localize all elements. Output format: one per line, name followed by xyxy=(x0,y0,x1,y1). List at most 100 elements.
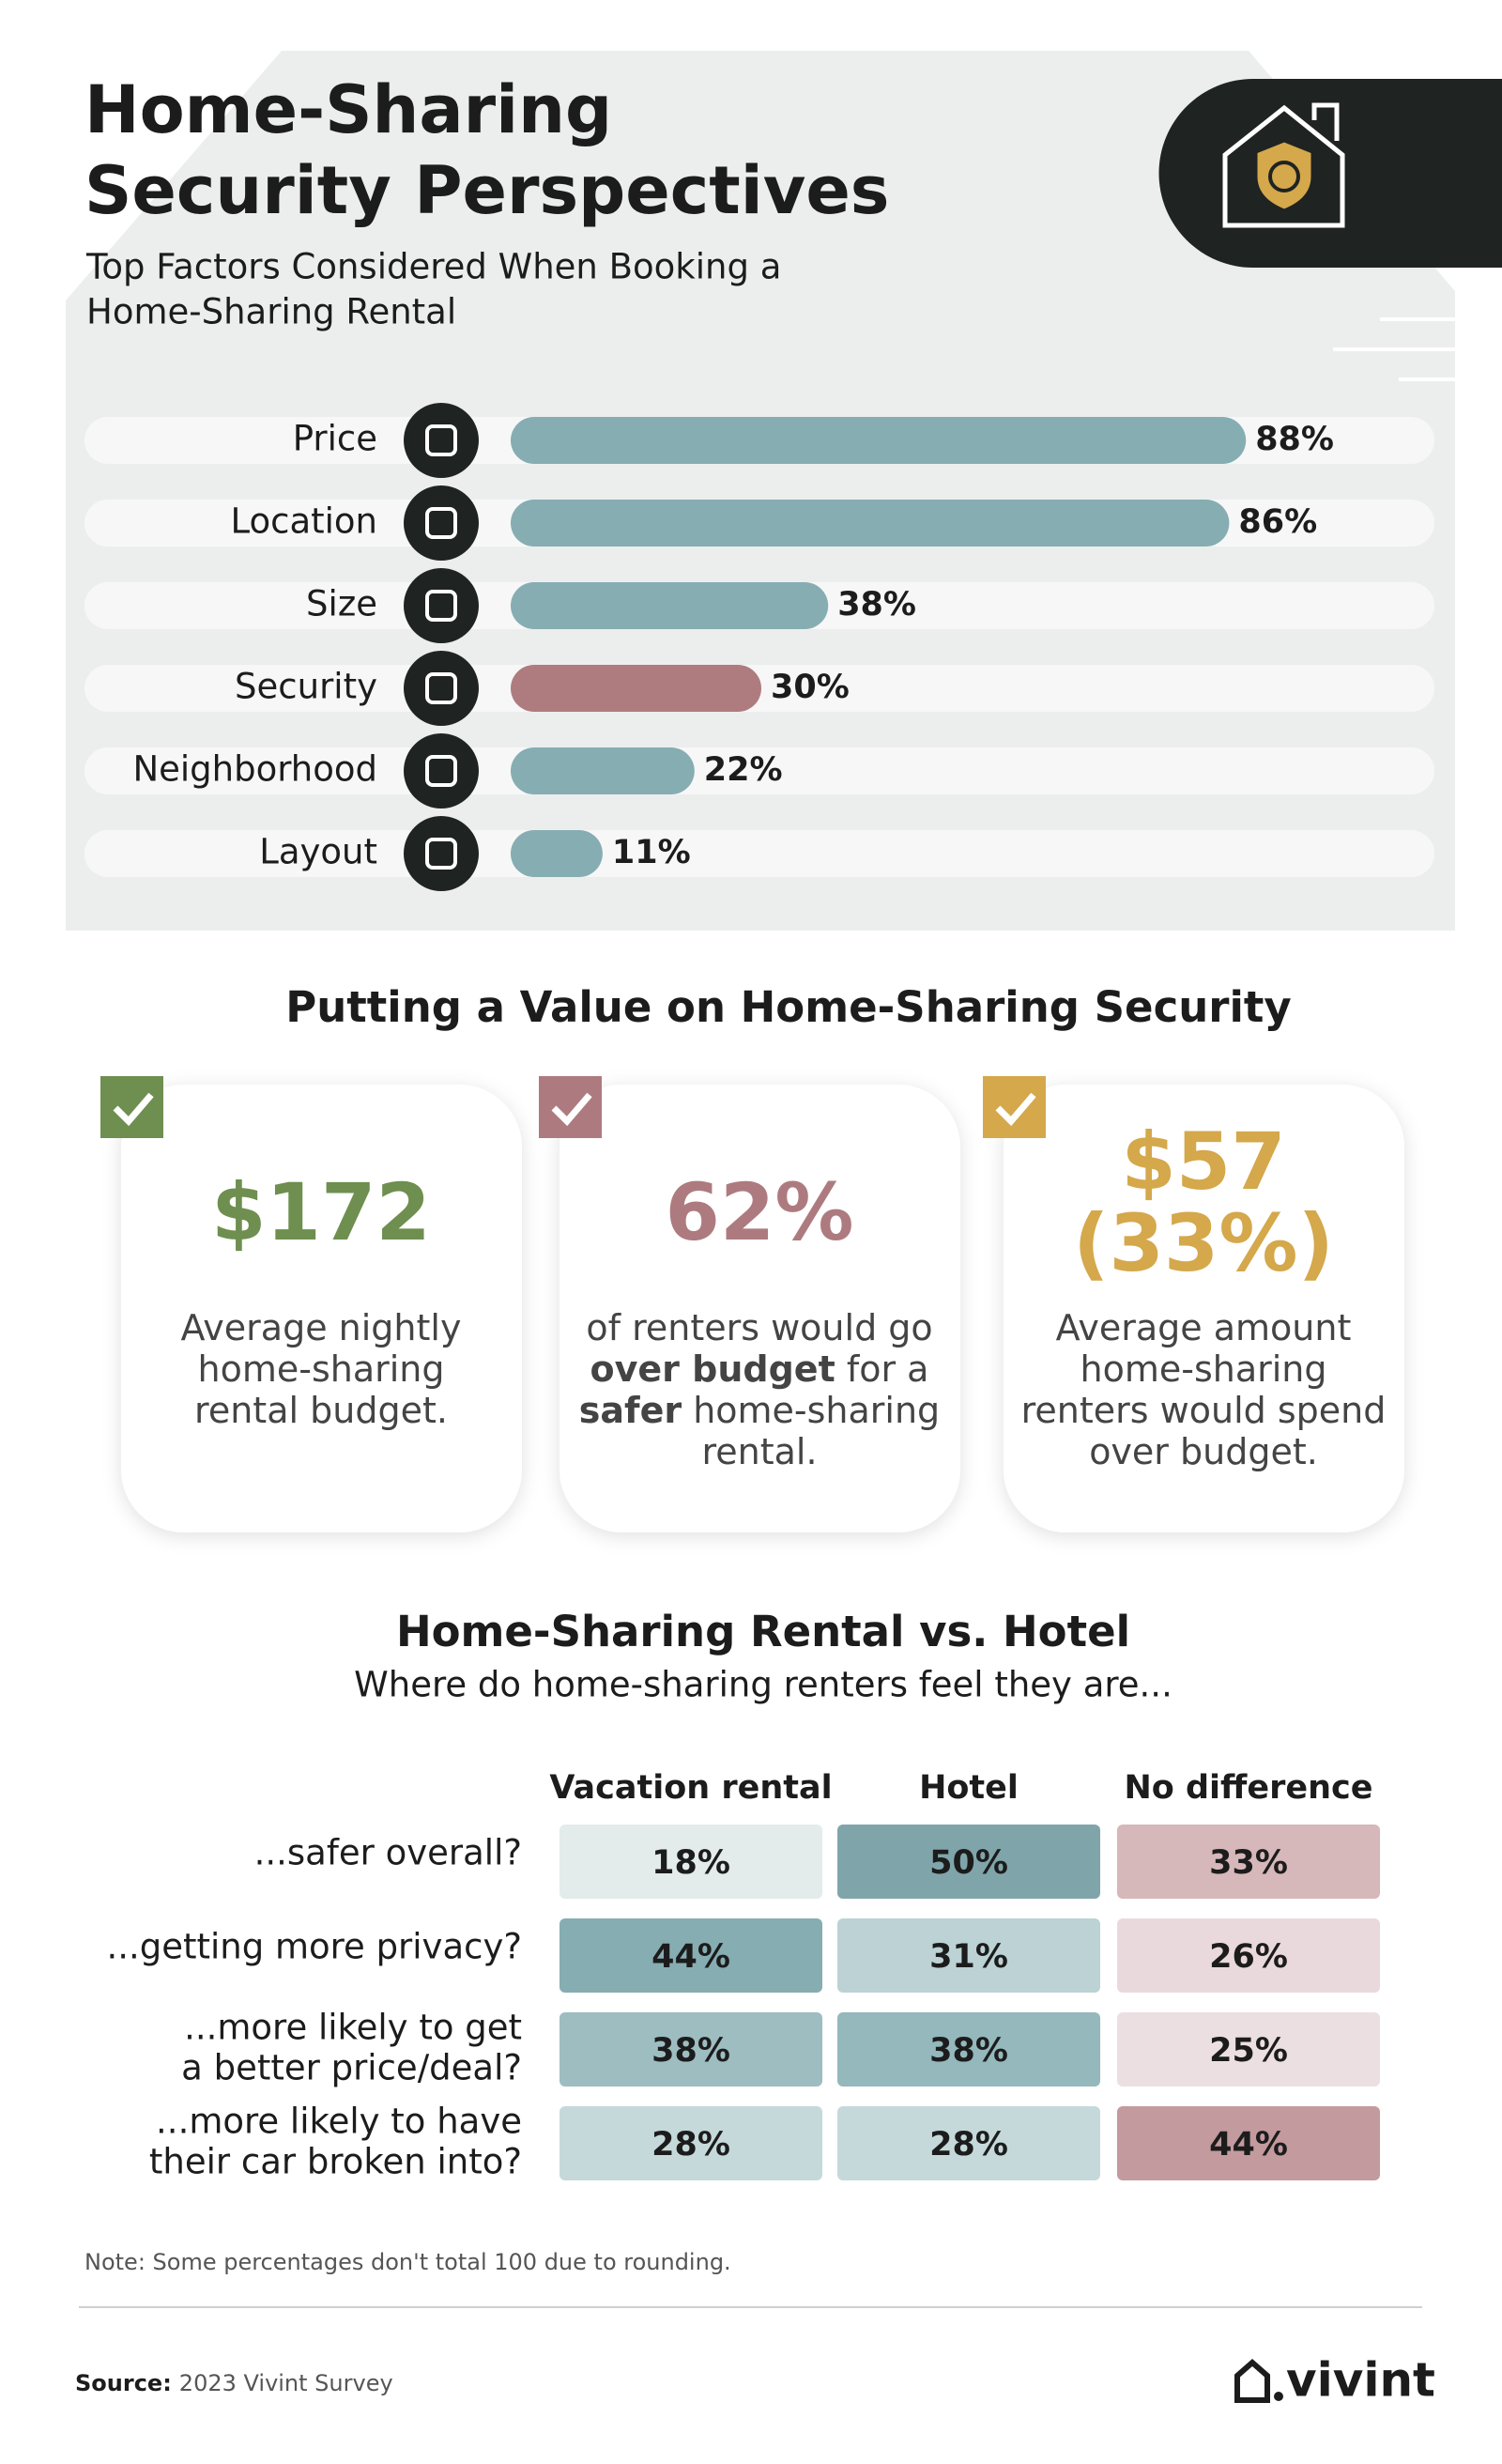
table-cell xyxy=(837,1918,1100,1993)
category-label: Layout xyxy=(259,832,377,872)
value-label: 38% xyxy=(837,586,916,624)
bar xyxy=(511,500,1230,547)
cell-value: 33% xyxy=(1209,1844,1288,1882)
cell-value: 38% xyxy=(929,2032,1008,2070)
column-header: Hotel xyxy=(919,1769,1019,1807)
bar xyxy=(511,665,761,712)
category-label: Size xyxy=(306,584,377,624)
row-question: ...getting more privacy? xyxy=(106,1927,522,1967)
cell-value: 28% xyxy=(651,2126,730,2164)
card-text-segment: over budget xyxy=(590,1348,835,1390)
row-question: a better price/deal? xyxy=(181,2048,522,2088)
category-icon-glyph xyxy=(425,838,457,870)
table-cell xyxy=(1117,2106,1380,2180)
cell-value: 44% xyxy=(651,1938,730,1976)
table-cell xyxy=(559,1825,822,1899)
card-text-segment: for a xyxy=(835,1348,929,1390)
category-icon xyxy=(404,403,479,478)
cell-value: 44% xyxy=(1209,2126,1288,2164)
check-mark xyxy=(995,1092,1036,1127)
table-cell xyxy=(1117,1825,1380,1899)
table-cell xyxy=(559,1918,822,1993)
card-text: of renters would go xyxy=(586,1307,932,1348)
card-headline: $57 xyxy=(1121,1116,1285,1208)
value-card xyxy=(1004,1085,1404,1532)
card-text: renters would spend xyxy=(1021,1390,1387,1431)
column-header: No difference xyxy=(1124,1769,1372,1807)
value-label: 30% xyxy=(771,669,850,706)
card-text-segment: Average nightly xyxy=(181,1307,462,1348)
value-label: 86% xyxy=(1238,503,1317,541)
category-label: Neighborhood xyxy=(132,749,377,790)
category-icon xyxy=(404,568,479,643)
card-text: safer home-sharing xyxy=(579,1390,940,1431)
column-header: Vacation rental xyxy=(549,1769,832,1807)
category-icon-glyph xyxy=(425,672,457,704)
value-label: 22% xyxy=(704,751,783,789)
title: Home-Sharing xyxy=(84,71,612,148)
check-mark xyxy=(551,1092,592,1127)
row-question: their car broken into? xyxy=(149,2142,522,2182)
table-cell xyxy=(559,2012,822,2087)
bar xyxy=(511,747,695,794)
card-text-segment: safer xyxy=(579,1390,682,1431)
card-text-segment: home-sharing xyxy=(198,1348,445,1390)
table-cell xyxy=(837,1825,1100,1899)
card-text: rental. xyxy=(701,1431,817,1472)
card-text: Average nightly xyxy=(181,1307,462,1348)
card-headline: 62% xyxy=(665,1166,853,1258)
cell-value: 50% xyxy=(929,1844,1008,1882)
check-mark xyxy=(113,1092,154,1127)
table-cell xyxy=(559,2106,822,2180)
category-label: Location xyxy=(231,501,378,542)
card-headline: (33%) xyxy=(1073,1197,1334,1289)
category-icon xyxy=(404,816,479,891)
check-box xyxy=(100,1076,163,1138)
cell-value: 18% xyxy=(651,1844,730,1882)
cell-value: 38% xyxy=(651,2032,730,2070)
title: Security Perspectives xyxy=(84,152,889,229)
card-text-segment: home-sharing xyxy=(1081,1348,1327,1390)
row-question: ...more likely to get xyxy=(184,2008,522,2048)
card-text-segment: Average amount xyxy=(1056,1307,1352,1348)
card-text-segment: renters would spend xyxy=(1021,1390,1387,1431)
cell-value: 31% xyxy=(929,1938,1008,1976)
card-headline: $172 xyxy=(211,1166,431,1258)
source-text: 2023 Vivint Survey xyxy=(179,2370,393,2396)
card-text: Average amount xyxy=(1056,1307,1352,1348)
category-label: Security xyxy=(235,667,377,707)
section-heading: Home-Sharing Rental vs. Hotel xyxy=(396,1607,1130,1656)
category-icon-glyph xyxy=(425,424,457,456)
check-box xyxy=(539,1076,602,1138)
value-label: 11% xyxy=(612,834,691,871)
bar xyxy=(511,830,603,877)
card-text: home-sharing xyxy=(198,1348,445,1390)
card-text-segment: rental. xyxy=(701,1431,817,1472)
value-label: 88% xyxy=(1255,421,1334,458)
category-icon xyxy=(404,733,479,808)
category-icon xyxy=(404,485,479,561)
cell-value: 28% xyxy=(929,2126,1008,2164)
bar xyxy=(511,582,829,629)
category-icon-glyph xyxy=(425,507,457,539)
cell-value: 25% xyxy=(1209,2032,1288,2070)
subtitle: Home-Sharing Rental xyxy=(86,292,456,332)
row-question: ...more likely to have xyxy=(156,2102,522,2142)
bar xyxy=(511,417,1247,464)
card-text: rental budget. xyxy=(194,1390,448,1431)
brick-lines xyxy=(1333,317,1455,381)
card-text: over budget for a xyxy=(590,1348,929,1390)
cell-value: 26% xyxy=(1209,1938,1288,1976)
check-box xyxy=(983,1076,1046,1138)
table-cell xyxy=(1117,1918,1380,1993)
card-text-segment: of renters would go xyxy=(586,1307,932,1348)
table-cell xyxy=(837,2106,1100,2180)
category-icon xyxy=(404,651,479,726)
brand-logo: vivint xyxy=(1234,2353,1435,2408)
category-icon-glyph xyxy=(425,590,457,622)
security-house-icon xyxy=(1222,102,1345,228)
card-text-segment: over budget. xyxy=(1089,1431,1318,1472)
brand: vivint xyxy=(1286,2353,1435,2408)
subtitle: Top Factors Considered When Booking a xyxy=(85,247,781,287)
